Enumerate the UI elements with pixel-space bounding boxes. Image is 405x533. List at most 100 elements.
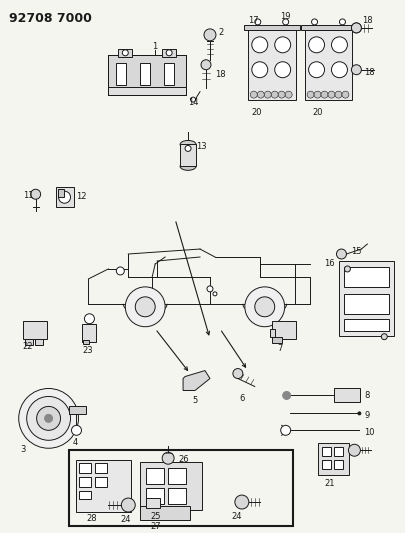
Circle shape (252, 37, 268, 53)
Text: 28: 28 (86, 514, 97, 523)
Circle shape (45, 414, 53, 422)
Text: 12: 12 (77, 192, 87, 201)
Circle shape (352, 23, 361, 33)
Bar (58, 189, 64, 197)
Circle shape (31, 189, 40, 199)
Text: 4: 4 (72, 438, 78, 447)
Circle shape (307, 91, 314, 98)
Circle shape (250, 91, 257, 98)
Text: 21: 21 (324, 479, 335, 488)
Text: 5: 5 (192, 397, 197, 406)
Circle shape (185, 146, 191, 151)
Text: 18: 18 (364, 68, 375, 77)
Circle shape (381, 334, 387, 340)
Circle shape (264, 91, 271, 98)
Text: 3: 3 (21, 445, 26, 454)
Text: 25: 25 (150, 512, 161, 521)
Circle shape (283, 391, 291, 399)
Circle shape (314, 91, 321, 98)
Bar (116, 63, 126, 85)
Circle shape (85, 314, 94, 324)
Text: 11: 11 (23, 191, 33, 200)
Circle shape (125, 287, 165, 327)
Circle shape (275, 62, 291, 78)
Circle shape (166, 50, 172, 56)
Circle shape (213, 292, 217, 296)
Circle shape (342, 91, 349, 98)
Bar (168, 468, 186, 484)
Bar (79, 491, 92, 499)
Circle shape (122, 498, 135, 512)
Text: 9: 9 (364, 411, 370, 421)
Circle shape (27, 397, 70, 440)
Bar (96, 477, 107, 487)
Bar (77, 460, 131, 512)
Circle shape (19, 389, 79, 448)
Circle shape (328, 91, 335, 98)
Text: 19: 19 (280, 12, 290, 21)
Text: 15: 15 (352, 247, 362, 256)
Bar (270, 329, 275, 337)
Text: 18: 18 (215, 70, 226, 79)
Ellipse shape (180, 141, 196, 148)
Text: 17: 17 (248, 16, 258, 25)
Bar (35, 338, 43, 345)
Bar (322, 460, 330, 469)
Bar (96, 463, 107, 473)
Circle shape (275, 37, 291, 53)
Circle shape (309, 37, 324, 53)
Circle shape (352, 23, 361, 33)
Circle shape (201, 60, 211, 70)
Bar (55, 187, 73, 207)
Bar (248, 30, 296, 100)
Bar (83, 340, 90, 344)
Circle shape (352, 64, 361, 75)
Circle shape (122, 50, 128, 56)
Bar (164, 63, 174, 85)
Bar (305, 30, 352, 100)
Circle shape (257, 91, 264, 98)
Bar (344, 294, 389, 314)
Text: 6: 6 (240, 394, 245, 403)
Bar (168, 488, 186, 504)
Circle shape (162, 452, 174, 464)
Circle shape (116, 267, 124, 275)
Bar (180, 144, 196, 166)
Circle shape (245, 287, 285, 327)
Bar (272, 337, 282, 343)
Bar (140, 462, 202, 510)
Bar (140, 506, 190, 520)
Circle shape (344, 266, 350, 272)
Bar (83, 324, 96, 342)
Circle shape (278, 91, 285, 98)
Bar (118, 49, 132, 57)
Text: 20: 20 (252, 108, 262, 117)
Bar (68, 407, 86, 414)
Circle shape (321, 91, 328, 98)
Bar (162, 49, 176, 57)
Polygon shape (183, 370, 210, 391)
Ellipse shape (180, 163, 196, 171)
Bar (79, 463, 92, 473)
Circle shape (348, 445, 360, 456)
Circle shape (285, 91, 292, 98)
Circle shape (335, 91, 342, 98)
Circle shape (255, 19, 261, 25)
Bar (318, 443, 350, 475)
Bar (146, 468, 164, 484)
Circle shape (332, 37, 347, 53)
Text: 1: 1 (152, 42, 158, 51)
Text: 23: 23 (83, 346, 93, 354)
Text: 14: 14 (188, 98, 198, 107)
Bar (146, 488, 164, 504)
Circle shape (311, 19, 318, 25)
Text: 7: 7 (278, 344, 283, 353)
Text: 20: 20 (313, 108, 323, 117)
Text: 16: 16 (324, 259, 335, 268)
Text: 2: 2 (218, 28, 223, 37)
Bar (272, 321, 296, 338)
Polygon shape (244, 25, 300, 30)
Text: 24: 24 (232, 512, 242, 521)
Bar (344, 319, 389, 330)
Text: 26: 26 (178, 455, 189, 464)
